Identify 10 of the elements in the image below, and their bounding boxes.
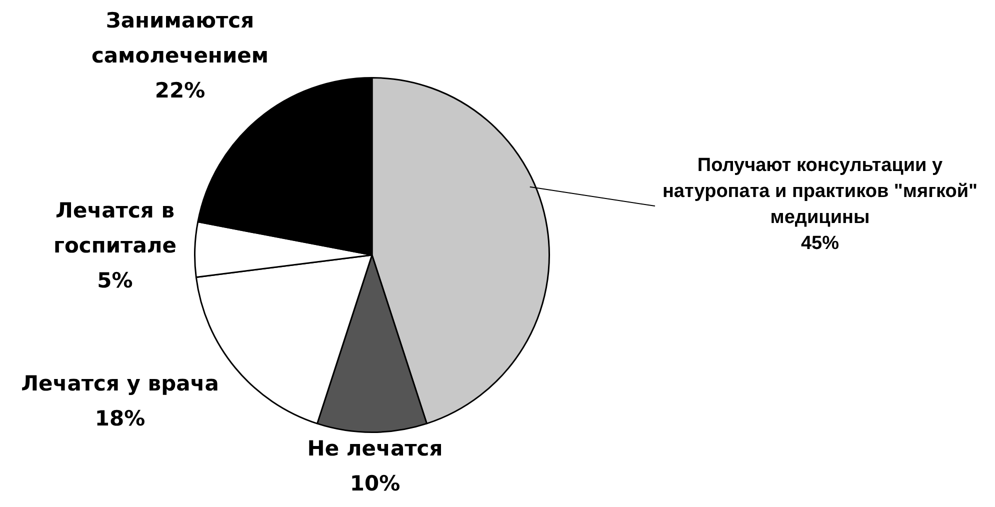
data-label: 5% [97, 268, 133, 292]
slice-label: Занимаются самолечением [91, 8, 269, 68]
slice-label: Лечатся у врача [21, 371, 219, 396]
slice-label: Получают консультации у натуропата и практиков "мягкой" медицины [662, 155, 978, 228]
slice-label: Лечатся в госпитале [53, 198, 177, 258]
data-label: 45% [800, 233, 840, 254]
data-label: 22% [154, 78, 206, 102]
data-label: 18% [94, 406, 146, 430]
data-label: 10% [350, 471, 400, 496]
slice-label: Не лечатся [307, 436, 443, 460]
